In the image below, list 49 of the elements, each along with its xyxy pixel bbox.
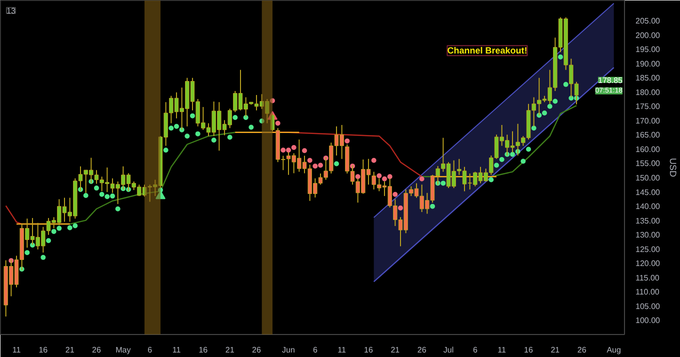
x-tick-label: 6: [472, 346, 478, 354]
y-tick-label: 160.00: [636, 144, 661, 154]
x-tick-label: 26: [577, 346, 587, 354]
y-tick-label: 100.00: [636, 316, 661, 326]
annotation: 178.85: [598, 76, 624, 85]
x-tick-label: 21: [390, 346, 400, 354]
x-tick-label: 21: [65, 346, 75, 354]
x-tick-label: 26: [417, 346, 427, 354]
y-axis-title: USD: [668, 158, 678, 178]
x-tick-label: 16: [364, 346, 374, 354]
x-tick-label: 6: [312, 346, 318, 354]
x-tick-label: Jul: [443, 346, 454, 354]
x-tick-label: Jun: [282, 346, 295, 354]
x-tick-label: 16: [524, 346, 534, 354]
y-tick-label: 105.00: [636, 302, 661, 311]
y-tick-label: 130.00: [636, 230, 661, 240]
x-tick-label: 21: [550, 346, 560, 354]
x-tick-label: 26: [92, 346, 102, 354]
y-tick-label: 165.00: [636, 130, 661, 140]
x-tick-label: 11: [498, 346, 507, 354]
y-tick-label: 155.00: [636, 159, 661, 168]
x-tick-label: 21: [225, 346, 235, 354]
y-tick-label: 140.00: [636, 202, 661, 212]
x-tick-label: 11: [338, 346, 347, 354]
y-tick-label: 190.00: [636, 59, 661, 68]
y-tick-label: 120.00: [636, 259, 661, 268]
y-tick-label: 185.00: [636, 74, 661, 83]
y-tick-label: 150.00: [636, 173, 661, 182]
y-tick-label: 180.00: [636, 88, 661, 97]
x-tick-label: 11: [172, 346, 182, 354]
y-tick-label: 110.00: [636, 288, 660, 297]
annotation: 13: [6, 6, 16, 16]
y-tick-label: 205.00: [636, 16, 661, 26]
y-tick-label: 175.00: [636, 102, 661, 112]
x-tick-label: Aug: [606, 346, 621, 354]
y-tick-label: 115.00: [636, 273, 660, 282]
y-tick-label: 145.00: [636, 188, 661, 197]
annotation: Channel Breakout!: [447, 46, 528, 56]
y-tick-label: 170.00: [636, 116, 661, 126]
x-tick-label: 16: [38, 346, 48, 354]
y-tick-label: 200.00: [636, 30, 661, 40]
x-tick-label: 11: [12, 346, 22, 354]
y-tick-label: 135.00: [636, 216, 661, 226]
x-tick-label: 26: [252, 346, 262, 354]
x-tick-label: 6: [148, 346, 153, 354]
y-tick-label: 125.00: [636, 244, 661, 254]
x-tick-label: May: [116, 346, 131, 354]
y-tick-label: 195.00: [636, 45, 661, 54]
x-tick-label: 16: [198, 346, 208, 354]
